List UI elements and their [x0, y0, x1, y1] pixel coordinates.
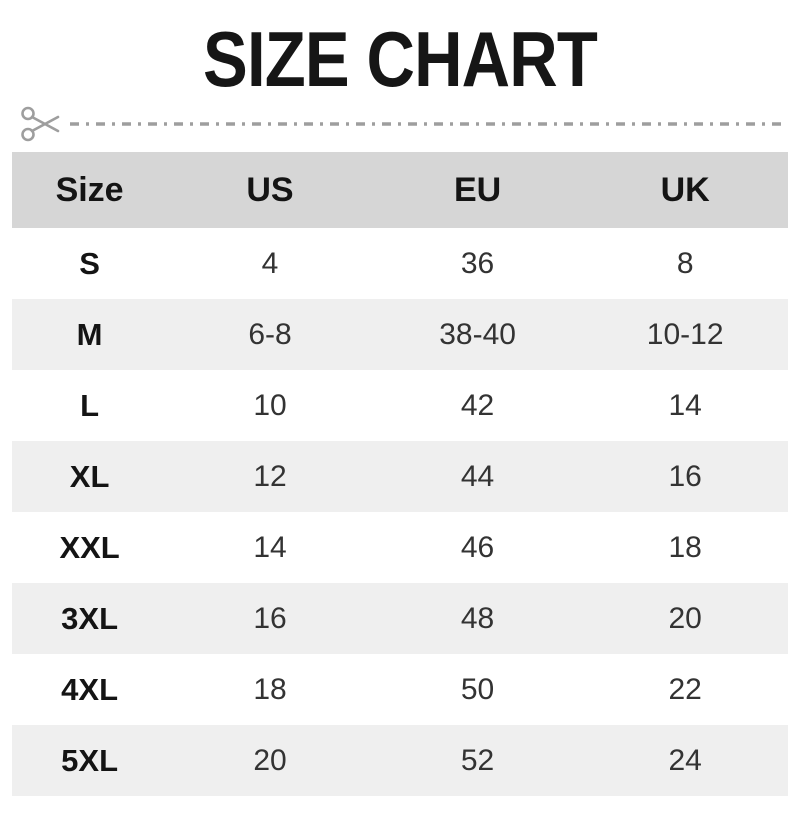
eu-cell: 44 — [460, 459, 495, 493]
column-header-size: Size — [55, 170, 124, 209]
size-cell: XXL — [59, 529, 120, 565]
us-cell: 20 — [253, 743, 287, 777]
us-cell: 6-8 — [248, 317, 292, 351]
table-row: XL 12 44 16 — [12, 441, 788, 512]
us-cell: 12 — [253, 459, 287, 493]
us-cell: 18 — [253, 672, 287, 706]
uk-cell: 10-12 — [646, 317, 724, 351]
uk-cell: 22 — [668, 672, 702, 706]
uk-cell: 8 — [676, 246, 694, 280]
table-row: L 10 42 14 — [12, 370, 788, 441]
uk-cell: 20 — [668, 601, 702, 635]
eu-cell: 36 — [460, 246, 495, 280]
dashed-cut-line — [70, 122, 786, 126]
eu-cell: 46 — [460, 530, 495, 564]
eu-cell: 50 — [460, 672, 495, 706]
header-row: Size US EU UK — [12, 152, 788, 228]
size-table-body: S 4 36 8 M 6-8 38-40 10-12 L 10 42 14 XL… — [12, 228, 788, 796]
size-chart-table: Size US EU UK S 4 36 8 M 6-8 38-40 10-12… — [12, 152, 788, 796]
uk-cell: 18 — [668, 530, 702, 564]
eu-cell: 48 — [460, 601, 495, 635]
eu-cell: 38-40 — [439, 317, 516, 351]
size-cell: 5XL — [61, 742, 119, 778]
column-header-eu: EU — [453, 170, 502, 209]
us-cell: 14 — [253, 530, 287, 564]
cut-line-divider — [20, 104, 786, 144]
size-cell: 3XL — [61, 600, 119, 636]
table-row: 3XL 16 48 20 — [12, 583, 788, 654]
table-header: Size US EU UK — [12, 152, 788, 228]
column-header-us: US — [246, 170, 294, 209]
column-header-uk: UK — [660, 170, 710, 209]
table-row: 4XL 18 50 22 — [12, 654, 788, 725]
uk-cell: 24 — [668, 743, 702, 777]
eu-cell: 52 — [460, 743, 495, 777]
page-title: SIZE CHART — [203, 15, 598, 103]
us-cell: 10 — [253, 388, 287, 422]
eu-cell: 42 — [460, 388, 495, 422]
table-row: M 6-8 38-40 10-12 — [12, 299, 788, 370]
us-cell: 4 — [261, 246, 279, 280]
uk-cell: 14 — [668, 388, 702, 422]
table-row: S 4 36 8 — [12, 228, 788, 299]
size-cell: S — [79, 245, 100, 281]
size-chart-page: SIZE CHART Size US EU UK S 4 36 8 — [0, 15, 800, 824]
uk-cell: 16 — [668, 459, 702, 493]
us-cell: 16 — [253, 601, 287, 635]
size-cell: XL — [69, 458, 110, 494]
size-cell: 4XL — [61, 671, 119, 707]
table-row: 5XL 20 52 24 — [12, 725, 788, 796]
table-row: XXL 14 46 18 — [12, 512, 788, 583]
size-cell: L — [80, 387, 100, 423]
scissors-icon — [21, 106, 60, 142]
size-cell: M — [76, 316, 103, 352]
